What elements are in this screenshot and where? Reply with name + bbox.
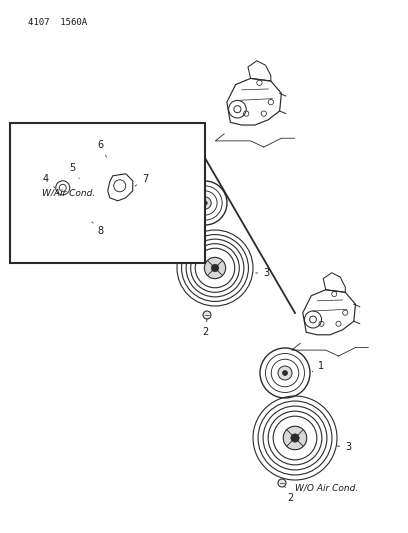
Circle shape — [91, 189, 94, 192]
Circle shape — [291, 434, 299, 442]
Circle shape — [199, 197, 211, 209]
Text: 4107  1560A: 4107 1560A — [28, 18, 87, 27]
Circle shape — [84, 214, 92, 222]
Circle shape — [88, 187, 97, 195]
Text: 7: 7 — [135, 174, 148, 186]
Circle shape — [203, 201, 207, 205]
Text: 3: 3 — [256, 268, 269, 278]
Bar — [10, 123, 205, 263]
Circle shape — [204, 257, 226, 279]
Text: 4: 4 — [43, 174, 55, 188]
Text: 8: 8 — [92, 222, 104, 236]
Circle shape — [278, 479, 286, 487]
Text: 3: 3 — [337, 442, 351, 452]
Circle shape — [104, 160, 112, 168]
Text: W/Air Cond.: W/Air Cond. — [42, 189, 95, 198]
Text: 2: 2 — [285, 487, 293, 503]
Circle shape — [211, 264, 219, 272]
Text: 1: 1 — [161, 187, 180, 200]
Text: W/O Air Cond.: W/O Air Cond. — [295, 483, 358, 492]
Text: 1: 1 — [313, 361, 324, 372]
Circle shape — [283, 426, 307, 450]
Circle shape — [203, 311, 211, 319]
Text: 2: 2 — [202, 319, 208, 337]
Circle shape — [278, 366, 292, 380]
Text: 6: 6 — [98, 140, 106, 157]
Circle shape — [282, 370, 288, 376]
Text: 5: 5 — [69, 163, 79, 179]
